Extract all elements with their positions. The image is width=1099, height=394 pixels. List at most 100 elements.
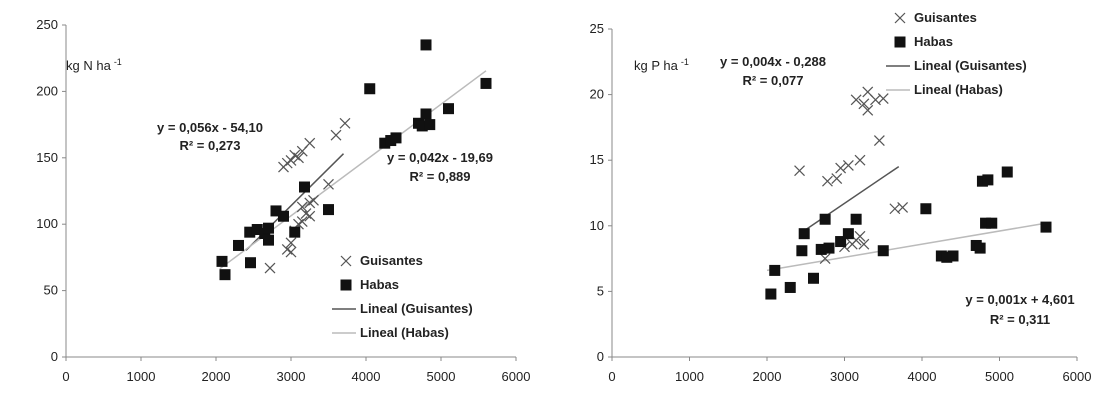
point-habas	[815, 243, 827, 255]
point-guisantes	[877, 93, 889, 104]
y-tick-label: 15	[590, 152, 604, 167]
point-guisantes	[330, 129, 342, 141]
point-guisantes	[854, 230, 866, 242]
point-habas	[443, 103, 454, 115]
point-habas	[1040, 221, 1052, 233]
point-habas	[823, 242, 835, 254]
point-guisantes	[339, 117, 351, 129]
y-tick-label: 10	[590, 218, 604, 233]
trendline-equation: y = 0,004x - 0,288	[720, 54, 826, 69]
point-habas	[941, 251, 953, 263]
legend-marker-habas	[340, 279, 352, 291]
legend-label: Lineal (Guisantes)	[360, 301, 473, 316]
y-tick-label: 0	[51, 349, 58, 364]
point-guisantes	[304, 137, 316, 149]
legend: Guisantes Habas Lineal (Guisantes) Lineal (…	[886, 10, 1027, 97]
point-habas	[219, 269, 231, 281]
x-tick-label: 2000	[753, 369, 782, 384]
point-habas	[920, 203, 932, 215]
point-habas	[796, 245, 808, 257]
y-tick-label: 100	[36, 216, 58, 231]
point-habas	[974, 242, 986, 254]
point-guisantes	[897, 202, 909, 213]
point-habas	[278, 210, 289, 222]
chart-nitrogen: 0 1000 2000 3000 4000 5000 6000 0 50 100 150 200 250…	[36, 17, 530, 384]
y-tick-label: 25	[590, 21, 604, 36]
point-habas	[480, 77, 492, 89]
legend-marker-guisantes	[894, 12, 906, 24]
point-guisantes	[831, 173, 843, 184]
legend-label: Guisantes	[360, 253, 423, 268]
point-habas	[798, 228, 810, 240]
trendline-equation: y = 0,042x - 19,69	[387, 150, 493, 165]
point-habas	[980, 217, 992, 229]
point-habas	[216, 255, 228, 267]
trendline-r2: R² = 0,273	[179, 138, 240, 153]
point-habas	[263, 234, 274, 246]
legend-marker-habas	[894, 36, 906, 48]
legend-label: Lineal (Guisantes)	[914, 58, 1027, 73]
y-tick-label: 50	[44, 283, 58, 298]
point-guisantes	[308, 194, 319, 206]
point-guisantes	[862, 104, 874, 116]
x-tick-label: 3000	[277, 369, 306, 384]
point-guisantes	[819, 253, 831, 265]
trendline-equation: y = 0,056x - 54,10	[157, 120, 263, 135]
legend-label: Guisantes	[914, 10, 977, 25]
trendline-r2: R² = 0,311	[990, 312, 1050, 327]
trendline-r2: R² = 0,077	[742, 73, 803, 88]
point-habas	[986, 217, 998, 229]
point-habas	[420, 108, 432, 120]
point-habas	[769, 264, 781, 276]
point-guisantes	[854, 154, 866, 166]
x-tick-label: 3000	[830, 369, 859, 384]
y-tick-label: 150	[36, 150, 58, 165]
point-habas	[364, 83, 376, 95]
y-tick-label: 250	[36, 17, 58, 32]
y-tick-label: 200	[36, 83, 58, 98]
point-habas	[289, 226, 301, 238]
x-tick-label: 6000	[502, 369, 531, 384]
unit-superscript: -1	[114, 57, 122, 67]
point-guisantes	[794, 165, 805, 177]
legend-marker-guisantes	[340, 255, 352, 267]
point-habas	[390, 132, 402, 144]
trendline-r2: R² = 0,889	[409, 169, 470, 184]
point-guisantes	[822, 175, 833, 187]
point-habas	[842, 228, 854, 240]
legend-label: Lineal (Habas)	[360, 325, 449, 340]
point-habas	[947, 250, 959, 262]
point-habas	[808, 272, 819, 284]
point-habas	[877, 245, 889, 257]
x-tick-label: 5000	[985, 369, 1014, 384]
point-habas	[270, 205, 282, 217]
point-guisantes	[296, 201, 308, 213]
x-tick-label: 0	[62, 369, 69, 384]
point-habas	[784, 281, 796, 293]
x-tick-label: 5000	[427, 369, 456, 384]
point-guisantes	[850, 94, 862, 106]
x-tick-label: 4000	[352, 369, 381, 384]
point-guisantes	[835, 162, 847, 174]
point-habas	[379, 137, 391, 149]
point-guisantes	[264, 262, 276, 274]
point-habas	[982, 174, 994, 186]
x-tick-label: 0	[608, 369, 615, 384]
unit-superscript: -1	[681, 57, 689, 67]
point-habas	[233, 239, 244, 251]
chart-phosphorus: 0 1000 2000 3000 4000 5000 6000 0 5 10 15 20 25 kg P …	[590, 10, 1092, 384]
y-tick-label: 20	[590, 87, 604, 102]
point-habas	[244, 226, 256, 238]
point-habas	[819, 213, 831, 225]
point-habas	[765, 288, 777, 300]
point-habas	[323, 204, 334, 216]
legend-label: Habas	[914, 34, 953, 49]
point-guisantes	[285, 246, 297, 258]
point-habas	[251, 224, 263, 236]
x-tick-label: 2000	[202, 369, 231, 384]
point-guisantes	[285, 237, 297, 249]
point-guisantes	[873, 135, 885, 146]
legend-label: Lineal (Habas)	[914, 82, 1003, 97]
